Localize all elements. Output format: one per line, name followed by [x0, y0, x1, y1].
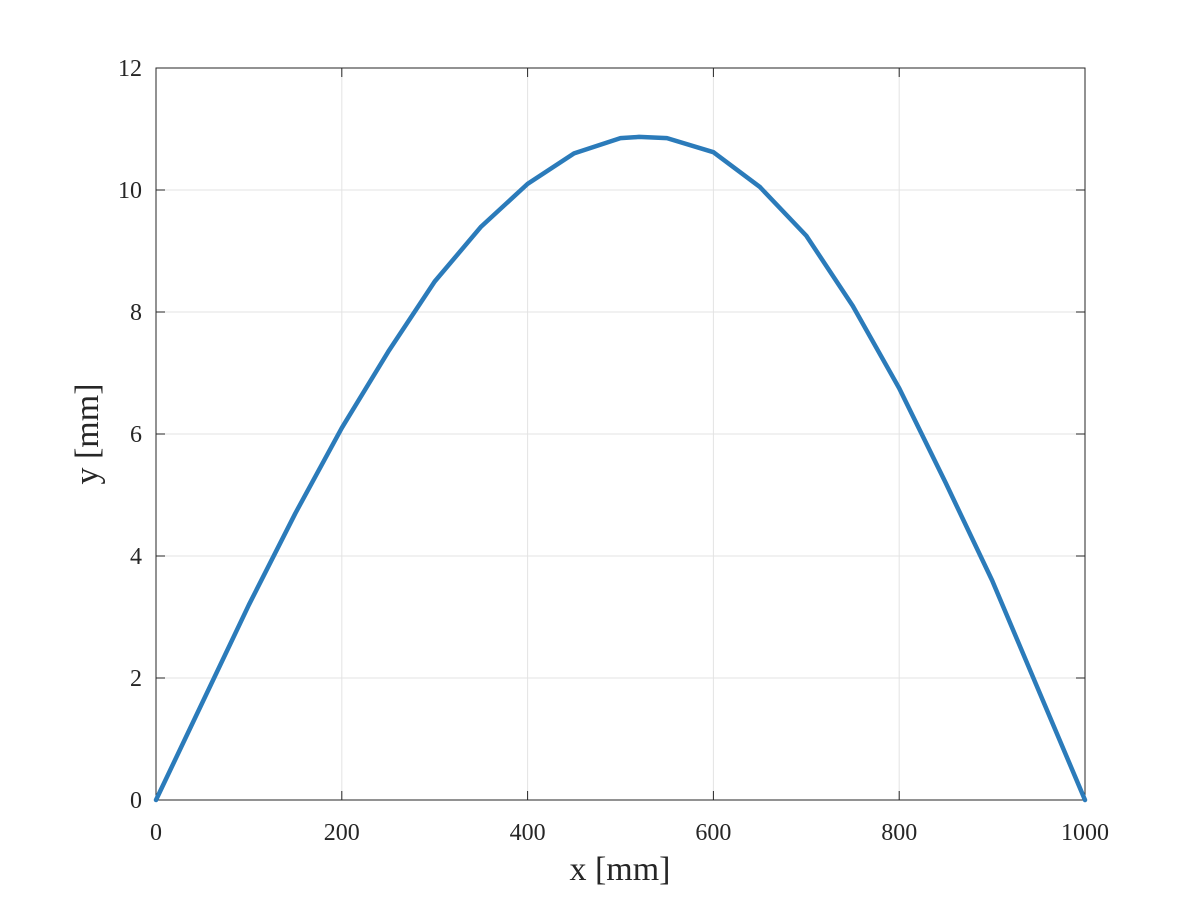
y-tick-label: 6: [130, 422, 142, 448]
y-tick-label: 8: [130, 300, 142, 326]
x-tick-label: 0: [150, 820, 162, 846]
y-tick-label: 2: [130, 666, 142, 692]
y-axis-label: y [mm]: [69, 383, 106, 484]
x-tick-label: 800: [881, 820, 917, 846]
plot-frame: [155, 67, 1086, 801]
y-tick-label: 4: [130, 544, 142, 570]
y-tick-label: 12: [118, 56, 142, 82]
y-tick-label: 0: [130, 788, 142, 814]
y-tick-label: 10: [118, 178, 142, 204]
x-tick-label: 200: [324, 820, 360, 846]
x-axis-label: x [mm]: [569, 851, 670, 888]
x-tick-label: 600: [695, 820, 731, 846]
x-tick-label: 1000: [1061, 820, 1109, 846]
data-line: [153, 134, 1088, 803]
x-tick-label: 400: [510, 820, 546, 846]
